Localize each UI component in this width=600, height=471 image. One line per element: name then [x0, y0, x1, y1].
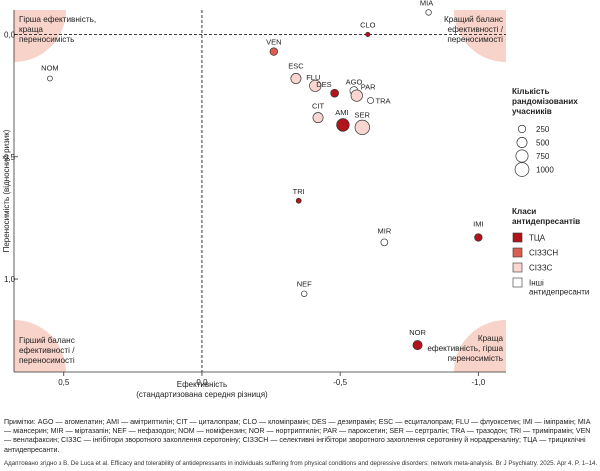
- point-label-des: DES: [316, 80, 331, 89]
- size-legend-circle-1000: [514, 162, 530, 177]
- point-label-mia: MIA: [420, 0, 433, 7]
- corner-label-top-left: Гірша ефективність, краща переносимість: [19, 15, 96, 44]
- footnote-abbreviations: Примітки: AGO — агомелатин; AMI — амітри…: [4, 418, 591, 454]
- point-tra: [367, 97, 374, 104]
- corner-top-left: [14, 10, 66, 62]
- y-tick-label: 1,0: [4, 275, 16, 284]
- point-label-clo: CLO: [360, 20, 376, 29]
- point-label-esc: ESC: [288, 61, 304, 70]
- class-legend-label-ssri: СІЗЗС: [529, 264, 553, 273]
- y-tick-label: 0,0: [4, 30, 16, 39]
- scatter-chart: 0,5 0,0 -0,5 -1,0 0,0 0,5 1,0 Переносимість (ві…: [2, 0, 589, 399]
- point-ami: [336, 118, 350, 132]
- class-legend-swatch-other: [512, 277, 523, 288]
- point-label-mir: MIR: [378, 226, 392, 235]
- corner-top-right: [454, 10, 506, 62]
- size-legend-title: Кількість рандомізованих учасників: [512, 87, 578, 116]
- y-axis-title: Переносимість (відносний ризик): [2, 129, 11, 252]
- class-legend-label-other: Інші антидепресанти: [529, 279, 589, 297]
- point-imi: [474, 233, 483, 242]
- source-citation: Адаптовано згідно з B. De Luca et al. Ef…: [4, 460, 598, 467]
- class-legend-swatch-snri: [512, 247, 523, 258]
- size-legend-label: 500: [536, 139, 550, 148]
- point-ven: [269, 47, 278, 56]
- point-ser: [354, 119, 370, 136]
- class-legend-label-snri: СІЗЗСН: [529, 249, 558, 258]
- x-tick-label: -0,5: [333, 378, 347, 387]
- point-esc: [290, 73, 302, 84]
- point-label-nor: NOR: [409, 328, 426, 337]
- size-legend-circle-750: [515, 149, 529, 163]
- point-label-ago: AGO: [346, 78, 363, 87]
- point-cit: [312, 112, 324, 124]
- point-des: [330, 88, 339, 98]
- size-legend-label: 250: [536, 125, 550, 134]
- x-axis-title: Ефективність (стандартизована середня різ…: [136, 380, 268, 399]
- corner-label-bottom-right: Краща ефективність, гірша переносимість: [427, 334, 503, 363]
- x-tick-label: -1,0: [471, 378, 485, 387]
- corner-label-top-right: Кращий баланс ефективності / переносимості: [444, 15, 504, 44]
- point-label-ser: SER: [355, 110, 371, 119]
- point-label-tra: TRA: [376, 97, 391, 106]
- corner-bottom-right: [454, 320, 506, 372]
- size-legend-label: 750: [536, 152, 550, 161]
- size-legend-label: 1000: [536, 166, 554, 175]
- point-nom: [47, 75, 53, 82]
- class-legend-label-tca: ТЦА: [529, 234, 546, 243]
- x-tick-label: 0,0: [196, 378, 208, 387]
- point-label-nom: NOM: [41, 63, 59, 72]
- size-legend-circle-250: [517, 124, 527, 134]
- point-mir: [380, 238, 389, 247]
- point-label-cit: CIT: [312, 102, 325, 111]
- point-label-flu: FLU: [306, 73, 320, 82]
- class-legend-title: Класи антидепресантів: [512, 207, 580, 226]
- corner-bottom-left: [14, 320, 66, 372]
- point-flu: [309, 79, 322, 92]
- point-label-tri: TRI: [293, 187, 305, 196]
- point-clo: [365, 31, 371, 37]
- x-tick-label: 0,5: [58, 378, 70, 387]
- point-mia: [425, 9, 432, 16]
- point-label-ami: AMI: [335, 108, 348, 117]
- point-label-imi: IMI: [473, 219, 483, 228]
- point-label-nef: NEF: [297, 280, 312, 289]
- point-nef: [301, 290, 308, 297]
- corner-label-bottom-left: Гірший баланс ефективності / переносимості: [19, 336, 75, 365]
- class-legend-swatch-tca: [512, 232, 523, 243]
- point-nor: [412, 340, 423, 351]
- class-legend-swatch-ssri: [512, 262, 523, 273]
- y-tick-label: 0,5: [4, 153, 16, 162]
- point-par: [350, 89, 363, 102]
- point-tri: [295, 197, 302, 204]
- size-legend-circle-500: [516, 137, 528, 148]
- point-label-ven: VEN: [266, 38, 281, 47]
- point-label-par: PAR: [361, 83, 376, 92]
